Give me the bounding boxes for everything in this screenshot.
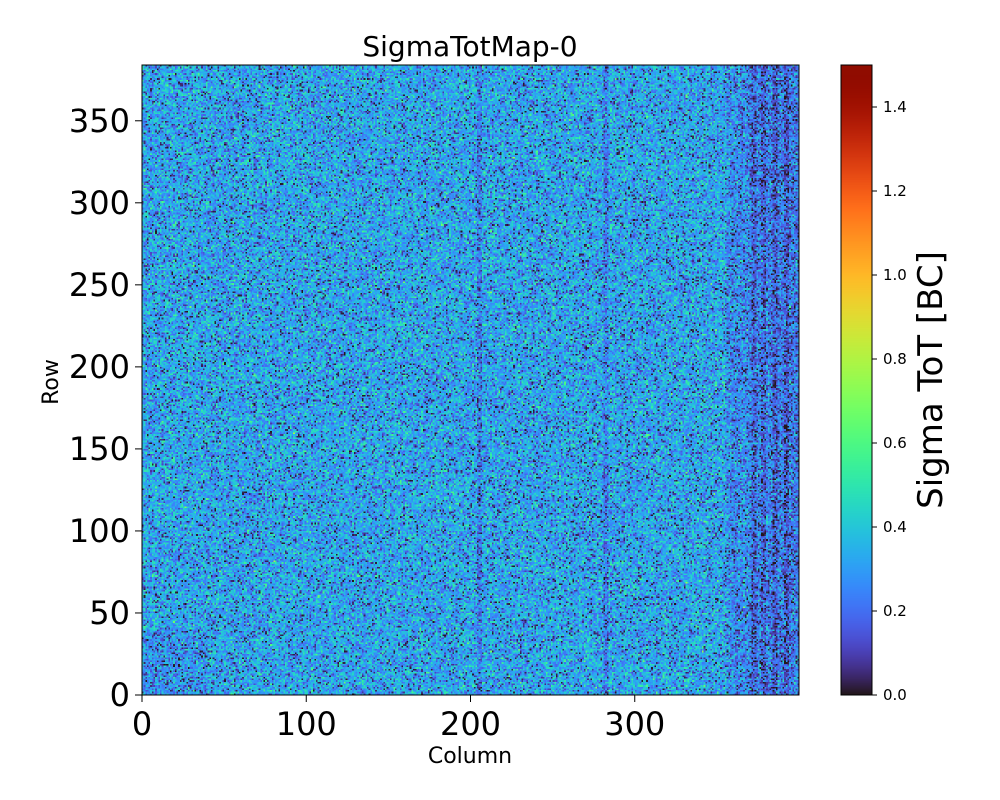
y-tick-label: 250 — [69, 266, 130, 304]
y-tick-label: 200 — [69, 348, 130, 386]
colorbar-tick-label: 1.2 — [883, 182, 907, 200]
y-axis-label: Row — [39, 359, 64, 405]
x-axis-label: Column — [428, 744, 512, 769]
colorbar-tick-label: 0.4 — [883, 518, 907, 536]
colorbar-tick-label: 0.2 — [883, 602, 907, 620]
colorbar-ticks: 0.0 0.2 0.4 0.6 0.8 1.0 1.2 1.4 — [872, 98, 907, 704]
y-tick-label: 100 — [69, 512, 130, 550]
chart-title: SigmaTotMap-0 — [362, 30, 577, 63]
y-tick-label: 0 — [110, 676, 130, 714]
colorbar-tick-label: 1.4 — [883, 98, 907, 116]
colorbar-tick-label: 0.6 — [883, 434, 907, 452]
y-axis-ticks: 0 50 100 150 200 250 300 350 — [69, 102, 142, 714]
colorbar-frame — [840, 64, 873, 696]
y-tick-label: 350 — [69, 102, 130, 140]
colorbar-tick-label: 1.0 — [883, 266, 907, 284]
x-tick-label: 300 — [604, 705, 665, 743]
y-tick-label: 300 — [69, 184, 130, 222]
x-tick-label: 100 — [276, 705, 337, 743]
colorbar-tick-label: 0.8 — [883, 350, 907, 368]
heatmap-image — [142, 65, 799, 695]
y-tick-label: 150 — [69, 430, 130, 468]
colorbar-tick-label: 0.0 — [883, 686, 907, 704]
x-tick-label: 0 — [132, 705, 152, 743]
x-tick-label: 200 — [440, 705, 501, 743]
x-axis-ticks: 0 100 200 300 — [132, 695, 665, 743]
plot-frame — [141, 64, 800, 696]
colorbar-gradient — [841, 65, 872, 695]
y-tick-label: 50 — [89, 594, 130, 632]
colorbar-label: Sigma ToT [BC] — [911, 251, 951, 509]
